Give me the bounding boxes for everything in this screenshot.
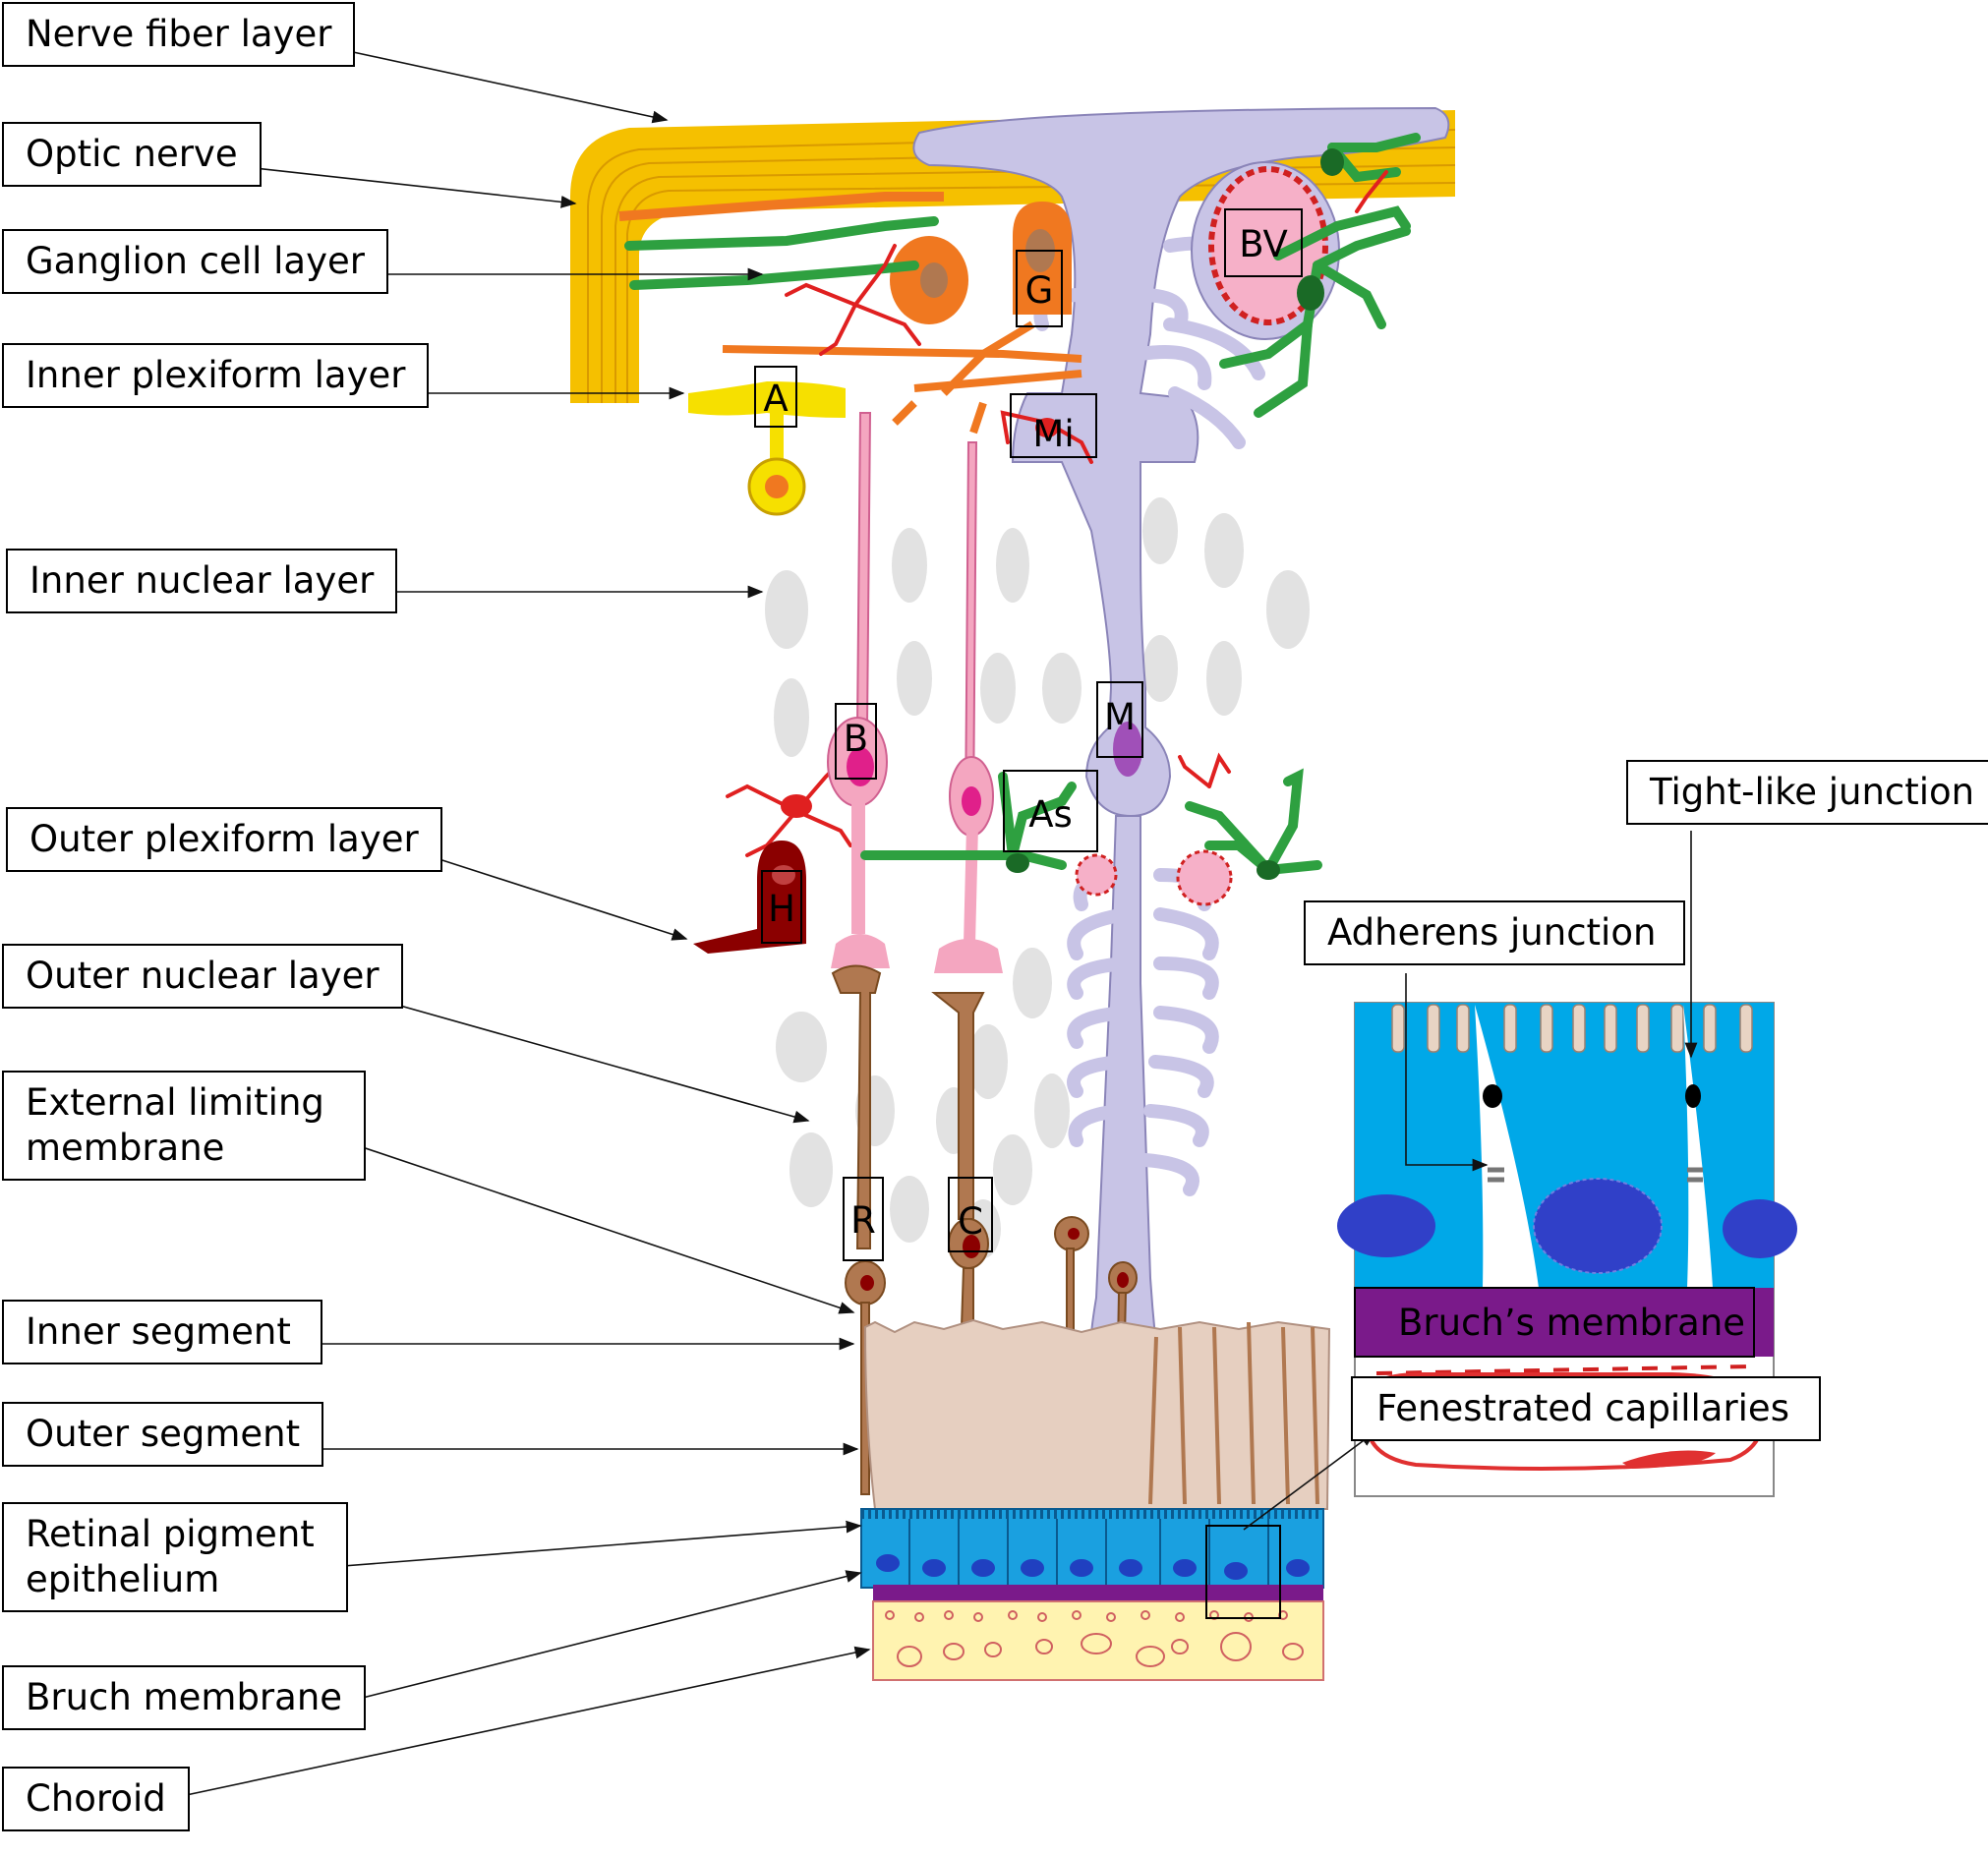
bipolar-cells	[827, 412, 1003, 973]
label-retinal-pigment-epithelium: Retinal pigment epithelium	[2, 1502, 348, 1612]
label-inner-segment: Inner segment	[2, 1300, 322, 1364]
label-ganglion-cell-layer: Ganglion cell layer	[2, 229, 388, 294]
label-outer-plexiform-layer: Outer plexiform layer	[6, 807, 442, 872]
label-tight-like-junction: Tight-like junction	[1626, 760, 1988, 825]
muller-nucleus	[1113, 722, 1142, 777]
cell-label-h: H	[761, 870, 802, 944]
label-outer-segment: Outer segment	[2, 1402, 324, 1467]
astrocyte-nucleus-top2	[1320, 148, 1344, 176]
cell-label-mi: Mi	[1010, 393, 1097, 458]
pink-vessel-2	[1176, 849, 1233, 906]
microglia-body	[781, 794, 812, 818]
leader-lines	[176, 46, 1698, 1798]
segment-zone	[863, 1318, 1331, 1510]
label-nerve-fiber-layer: Nerve fiber layer	[2, 2, 356, 67]
pink-vessel-1	[1075, 853, 1118, 897]
cell-label-bv: BV	[1224, 208, 1303, 277]
label-fenestrated-capillaries: Fenestrated capillaries	[1351, 1376, 1821, 1441]
muller-side-branches	[1033, 236, 1285, 1196]
cell-label-a: A	[754, 366, 797, 428]
astrocyte-nucleus-mid2	[1257, 860, 1280, 880]
cell-label-g: G	[1016, 250, 1063, 327]
label-inner-nuclear-layer: Inner nuclear layer	[6, 549, 398, 613]
astrocyte-nucleus-top	[1297, 275, 1324, 311]
microglia-body2	[1035, 418, 1059, 437]
label-choroid: Choroid	[2, 1767, 190, 1831]
cell-label-c: C	[948, 1177, 993, 1252]
inset-source-box	[1205, 1525, 1281, 1619]
label-inner-plexiform-layer: Inner plexiform layer	[2, 343, 430, 408]
label-bruch-membrane: Bruch membrane	[2, 1665, 367, 1730]
rpe	[860, 1508, 1324, 1589]
cell-label-as: As	[1003, 770, 1098, 852]
label-outer-nuclear-layer: Outer nuclear layer	[2, 944, 403, 1009]
label-adherens-junction: Adherens junction	[1304, 900, 1686, 965]
photoreceptor-nuclei	[860, 1228, 1129, 1291]
astrocytes-middle	[860, 768, 1322, 875]
choroid	[872, 1600, 1324, 1681]
amacrine-cell	[688, 381, 846, 516]
inner-nuclear-nuclei	[765, 497, 1310, 1258]
label-optic-nerve: Optic nerve	[2, 122, 262, 187]
inset-bruchs-membrane-label: Bruch’s membrane	[1398, 1302, 1746, 1344]
cell-label-r: R	[843, 1177, 884, 1261]
cell-label-b: B	[835, 703, 877, 780]
astrocyte-nucleus-mid	[1006, 853, 1029, 873]
ganglion-cells	[618, 192, 1082, 435]
cell-label-m: M	[1096, 681, 1143, 758]
label-external-limiting-membrane: External limiting membrane	[2, 1071, 366, 1181]
bruch-band	[873, 1585, 1323, 1601]
